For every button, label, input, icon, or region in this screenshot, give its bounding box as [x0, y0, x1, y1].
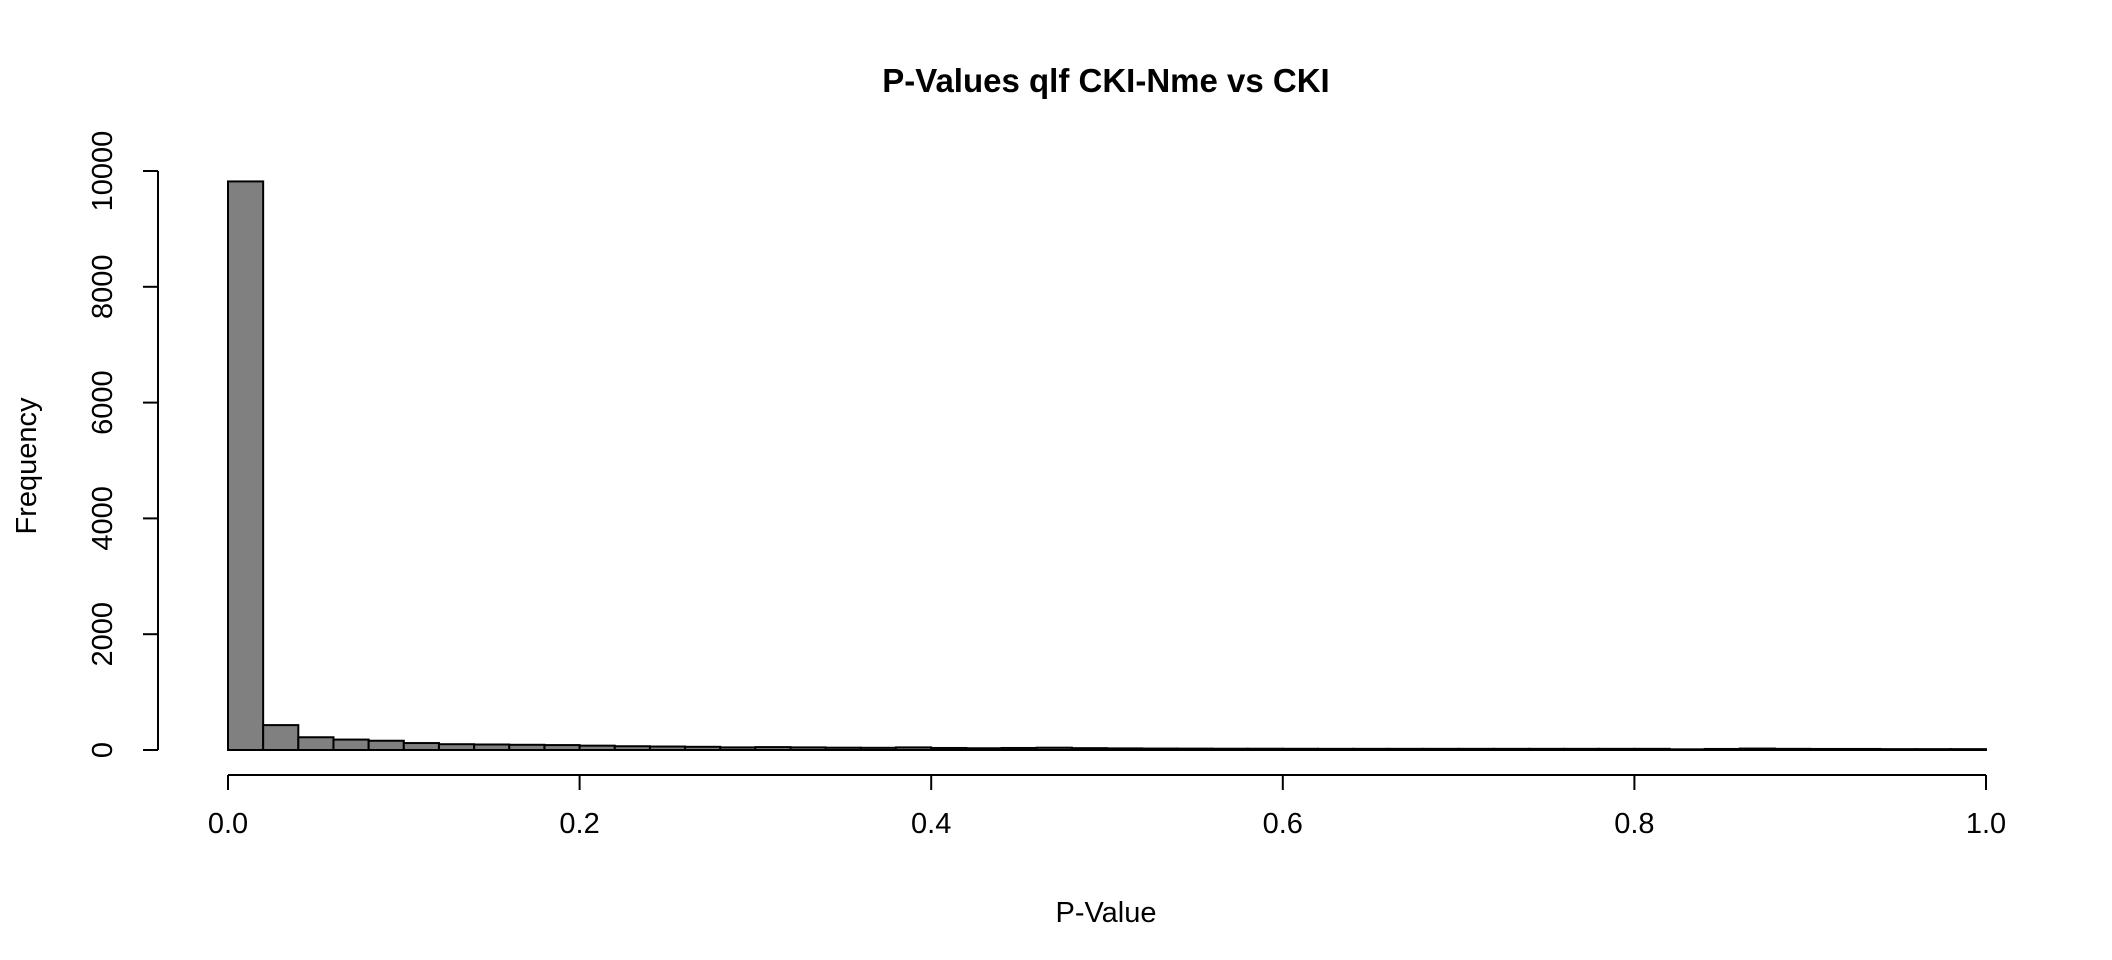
x-axis-label: P-Value — [1055, 897, 1156, 929]
histogram-bar — [965, 747, 1003, 752]
histogram-bar — [1422, 747, 1460, 751]
histogram-bar — [613, 745, 651, 752]
histogram-bar — [1949, 748, 1987, 751]
histogram-bar — [1457, 747, 1495, 751]
y-tick-label: 0 — [87, 742, 119, 758]
x-tick-label: 0.2 — [559, 808, 599, 840]
histogram-bar — [437, 743, 476, 752]
histogram-bar — [543, 744, 581, 751]
histogram-bar — [1668, 748, 1706, 751]
x-tick-label: 0.4 — [911, 808, 951, 840]
y-axis-label: Frequency — [11, 397, 43, 535]
chart-title: P-Values qlf CKI-Nme vs CKI — [882, 62, 1329, 99]
histogram-bar — [508, 743, 546, 752]
histogram-bar — [859, 746, 898, 752]
y-tick-label: 2000 — [87, 602, 119, 667]
histogram-bar — [227, 180, 265, 751]
histogram-bar — [332, 738, 370, 752]
y-tick-label: 4000 — [87, 486, 119, 551]
histogram-bar — [824, 746, 862, 752]
histogram-bar — [1387, 747, 1425, 751]
x-tick-label: 0.6 — [1263, 808, 1303, 840]
histogram-bar — [648, 745, 687, 752]
histogram-bar — [473, 743, 511, 752]
y-tick-label: 6000 — [87, 370, 119, 435]
histogram-bar — [1211, 747, 1249, 751]
histogram-bar — [1035, 746, 1073, 752]
histogram-bar — [684, 745, 722, 751]
histogram-bar — [754, 746, 792, 751]
histogram-bar — [719, 746, 757, 751]
histogram-bar — [895, 746, 933, 751]
x-tick-label: 1.0 — [1966, 808, 2006, 840]
histogram-bar — [1527, 747, 1566, 751]
histogram-bar — [1774, 747, 1812, 751]
histogram-bar — [1598, 747, 1636, 751]
histogram-bar — [1141, 747, 1179, 751]
histogram-bar — [1070, 747, 1108, 752]
histogram-bar — [1563, 747, 1601, 751]
histogram-bar — [789, 746, 827, 751]
histogram-bar — [1703, 747, 1741, 752]
histogram-bar — [262, 724, 300, 752]
histogram-bar — [1281, 747, 1319, 752]
histogram-bar — [1316, 747, 1355, 751]
histogram-bar — [367, 739, 405, 752]
histogram-bar — [1738, 747, 1777, 751]
histogram-bar — [1000, 746, 1038, 752]
y-axis: 0 2000 4000 6000 8000 10000 — [87, 131, 159, 758]
histogram-bar — [1106, 747, 1144, 751]
histogram-bar — [1352, 747, 1390, 751]
histogram-bar — [1844, 747, 1882, 752]
x-tick-label: 0.0 — [208, 808, 248, 840]
y-tick-label: 8000 — [87, 255, 119, 320]
x-axis: 0.0 0.2 0.4 0.6 0.8 1.0 — [208, 774, 2006, 840]
histogram-bar — [297, 736, 335, 752]
histogram-bar — [1176, 747, 1214, 752]
histogram-bar — [578, 744, 616, 751]
histogram-bar — [1633, 747, 1671, 751]
histogram-bar — [930, 746, 968, 752]
histogram-bar — [1809, 747, 1847, 752]
y-tick-label: 10000 — [87, 131, 119, 212]
x-tick-label: 0.8 — [1614, 808, 1654, 840]
histogram-bar — [1492, 747, 1530, 751]
histogram-bar — [1246, 747, 1284, 751]
histogram-bar — [1914, 748, 1952, 751]
bars — [227, 180, 1987, 752]
histogram-bar — [1879, 748, 1917, 751]
histogram-bar — [402, 742, 440, 752]
